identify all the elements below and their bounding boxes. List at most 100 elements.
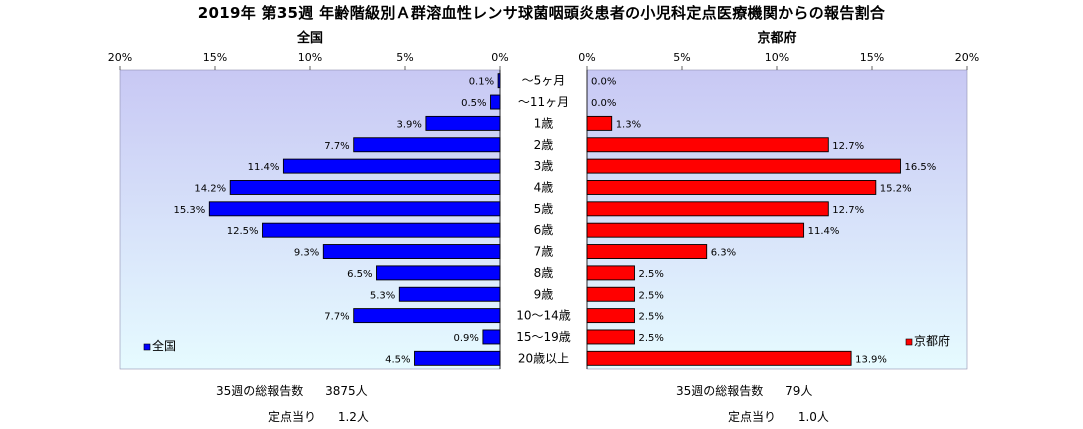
bar-left: [229, 180, 501, 195]
tick-label-left: 15%: [203, 51, 227, 64]
bar-right: [586, 265, 635, 281]
data-label-right: 12.7%: [832, 141, 864, 152]
bar-right: [586, 158, 901, 174]
data-label-left: 3.9%: [396, 119, 421, 130]
tick-label-right: 15%: [860, 51, 884, 64]
bar-left: [322, 244, 501, 259]
legend-label-left: 全国: [152, 338, 176, 353]
bar-right: [586, 180, 877, 195]
footer-left-per: 定点当り 1.2人: [268, 408, 369, 425]
data-label-left: 0.5%: [461, 98, 486, 109]
data-label-right: 12.7%: [832, 205, 864, 216]
data-label-right: 1.3%: [616, 119, 641, 130]
data-label-right: 0.0%: [591, 77, 616, 88]
tick-label-left: 10%: [298, 51, 322, 64]
tick-label-right: 10%: [765, 51, 789, 64]
data-label-right: 2.5%: [639, 290, 664, 301]
category-label: 6歳: [534, 223, 554, 237]
bar-left: [425, 115, 501, 131]
data-label-right: 2.5%: [639, 312, 664, 323]
data-label-right: 2.5%: [639, 333, 664, 344]
footer-right-total: 35週の総報告数 79人: [676, 382, 812, 399]
data-label-left: 14.2%: [194, 183, 226, 194]
data-label-right: 2.5%: [639, 269, 664, 280]
bar-left: [398, 286, 501, 302]
bar-right: [586, 329, 635, 345]
data-label-left: 4.5%: [385, 354, 410, 365]
bar-left: [482, 329, 501, 345]
data-label-right: 6.3%: [711, 248, 736, 259]
data-label-left: 5.3%: [370, 290, 395, 301]
category-label: 15～19歳: [516, 330, 571, 344]
category-label: 7歳: [534, 245, 554, 259]
plot-area-right: [586, 69, 968, 370]
data-label-left: 0.1%: [469, 77, 494, 88]
legend-label-right: 京都府: [914, 333, 950, 348]
category-label: 10～14歳: [516, 309, 571, 323]
data-label-right: 11.4%: [808, 226, 840, 237]
footer-left-total-value: 3875人: [325, 384, 368, 398]
footer-left-per-value: 1.2人: [337, 410, 369, 424]
footer-right-per-value: 1.0人: [797, 410, 829, 424]
category-label: 9歳: [534, 287, 554, 301]
bar-right: [586, 201, 829, 217]
tick-label-right: 0%: [578, 51, 595, 64]
legend-swatch-right: [905, 338, 913, 346]
bar-left: [414, 350, 501, 366]
tick-label-left: 5%: [396, 51, 413, 64]
data-label-right: 15.2%: [880, 183, 912, 194]
data-label-left: 7.7%: [324, 312, 349, 323]
category-label: 2歳: [534, 138, 554, 152]
bar-left: [262, 222, 501, 238]
chart-title: 2019年 第35週 年齢階級別Ａ群溶血性レンサ球菌咽頭炎患者の小児科定点医療機…: [197, 4, 886, 22]
panel-title-right: 京都府: [757, 30, 796, 46]
footer-left-per-label: 定点当り: [268, 410, 317, 424]
category-label: 1歳: [534, 116, 554, 130]
category-label: ～11ヶ月: [518, 95, 569, 109]
bar-right: [586, 350, 852, 366]
tick-label-left: 20%: [108, 51, 132, 64]
data-label-left: 6.5%: [347, 269, 372, 280]
panel-title-left: 全国: [296, 30, 323, 46]
bar-left: [282, 158, 501, 174]
bar-left: [353, 137, 501, 153]
data-label-left: 12.5%: [227, 226, 259, 237]
bar-right: [586, 222, 805, 238]
bar-left: [497, 73, 501, 89]
bar-right: [586, 286, 635, 302]
tick-label-right: 20%: [955, 51, 979, 64]
category-label: 3歳: [534, 159, 554, 173]
data-label-right: 16.5%: [905, 162, 937, 173]
data-label-right: 13.9%: [855, 354, 887, 365]
plot-area-left: [119, 69, 501, 370]
bar-left: [353, 308, 501, 324]
footer-left-total-label: 35週の総報告数: [216, 384, 304, 398]
category-label: ～5ヶ月: [522, 74, 566, 88]
category-label: 4歳: [534, 180, 554, 194]
bar-right: [586, 137, 829, 153]
category-label: 5歳: [534, 202, 554, 216]
bar-left: [376, 265, 501, 281]
footer-right-per: 定点当り 1.0人: [728, 408, 829, 425]
legend-swatch-left: [143, 343, 151, 351]
bar-right: [586, 308, 635, 324]
bar-right: [586, 244, 708, 259]
footer-left-total: 35週の総報告数 3875人: [216, 382, 368, 399]
tick-label-left: 0%: [491, 51, 508, 64]
data-label-left: 15.3%: [174, 205, 206, 216]
data-label-right: 0.0%: [591, 98, 616, 109]
tick-label-right: 5%: [673, 51, 690, 64]
footer-right-total-label: 35週の総報告数: [676, 384, 764, 398]
footer-right-per-label: 定点当り: [728, 410, 777, 424]
bar-left: [490, 94, 501, 110]
bar-right: [586, 115, 613, 131]
data-label-left: 7.7%: [324, 141, 349, 152]
category-label: 8歳: [534, 266, 554, 280]
data-label-left: 0.9%: [453, 333, 478, 344]
data-label-left: 11.4%: [248, 162, 280, 173]
category-label: 20歳以上: [518, 351, 569, 365]
footer-right-total-value: 79人: [785, 384, 813, 398]
data-label-left: 9.3%: [294, 248, 319, 259]
bar-left: [208, 201, 501, 217]
